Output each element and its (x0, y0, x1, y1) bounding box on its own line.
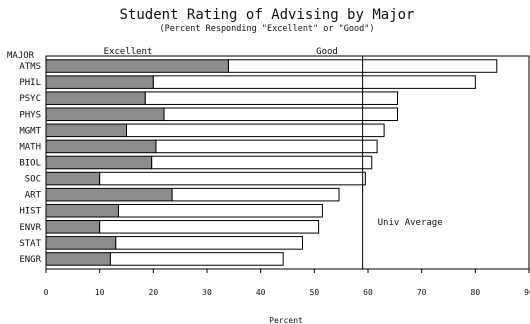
category-label: ENVR (19, 223, 41, 233)
bar-math-good (155, 139, 378, 154)
category-label: MGMT (19, 126, 41, 136)
x-ticks-group: 0 10 20 30 40 50 60 70 80 90 (44, 269, 530, 297)
x-axis-label: Percent (269, 316, 303, 324)
bar-phys-excellent (45, 107, 165, 122)
bar-biol-excellent (45, 155, 153, 170)
plot-frame (45, 55, 530, 270)
bars-group (45, 59, 498, 266)
bar-stat-excellent (45, 236, 117, 250)
bar-stat-good (115, 236, 304, 250)
category-labels-group: ATMS PHIL PSYC PHYS MGMT MATH BIOL SOC ART HIST EN… (19, 62, 41, 265)
category-label: PHYS (19, 110, 41, 120)
x-tick-label: 60 (363, 288, 373, 297)
x-tick-label: 70 (417, 288, 427, 297)
chart-title: Student Rating of Advising by Major (119, 7, 414, 23)
bar-mgmt-good (126, 123, 385, 138)
legend-excellent: Excellent (104, 47, 153, 57)
x-tick-label: 40 (256, 288, 266, 297)
bar-soc-good (99, 171, 366, 186)
bar-phil-excellent (45, 75, 154, 89)
x-tick-label: 30 (202, 288, 212, 297)
bar-engr-good (109, 252, 284, 266)
legend-good: Good (316, 47, 338, 57)
bar-psyc-good (144, 91, 399, 105)
bar-biol-good (151, 155, 373, 170)
bar-art-good (171, 187, 340, 202)
bar-mgmt-excellent (45, 123, 127, 138)
bar-hist-excellent (45, 203, 119, 218)
x-tick-label: 0 (44, 288, 49, 297)
x-tick-label: 90 (524, 288, 530, 297)
category-label: HIST (19, 207, 41, 217)
category-label: ART (25, 191, 42, 201)
bar-psyc-excellent (45, 91, 146, 105)
category-axis-label: MAJOR (7, 51, 35, 61)
x-tick-label: 50 (310, 288, 320, 297)
category-label: PHIL (19, 78, 41, 88)
category-label: MATH (19, 142, 41, 152)
x-tick-label: 20 (149, 288, 159, 297)
bar-hist-good (117, 203, 323, 218)
category-label: PSYC (19, 94, 41, 104)
category-label: ATMS (19, 62, 41, 72)
bar-phys-good (163, 107, 399, 122)
bar-math-excellent (45, 139, 157, 154)
bar-soc-excellent (45, 171, 101, 186)
bar-atms-excellent (45, 59, 229, 73)
category-label: BIOL (19, 159, 41, 169)
chart-subtitle: (Percent Responding "Excellent" or "Good… (160, 24, 375, 34)
bar-art-excellent (45, 187, 173, 202)
bar-envr-good (99, 220, 320, 234)
category-label: ENGR (19, 255, 41, 265)
x-tick-label: 10 (95, 288, 105, 297)
x-tick-label: 80 (471, 288, 481, 297)
bar-envr-excellent (45, 220, 101, 234)
category-label: STAT (19, 239, 41, 249)
category-label: SOC (25, 175, 41, 185)
bar-engr-excellent (45, 252, 111, 266)
bar-phil-good (152, 75, 476, 89)
univ-average-label: Univ Average (378, 218, 443, 228)
